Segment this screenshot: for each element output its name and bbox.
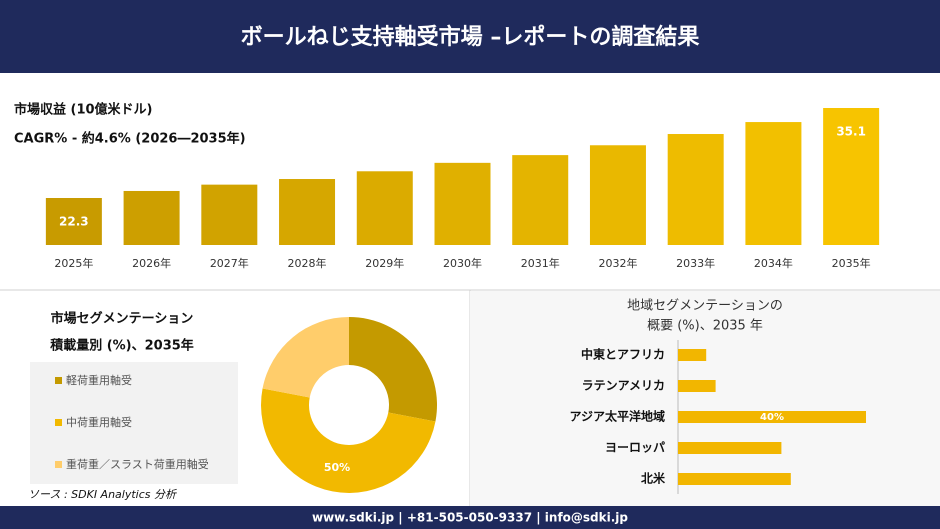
data-label: 40% — [760, 412, 784, 423]
x-tick-label: 2031年 — [521, 256, 560, 270]
chart-title: 概要 (%)、2035 年 — [647, 319, 763, 334]
chart-title: 市場収益 (10億米ドル) — [14, 102, 153, 118]
bar — [678, 380, 716, 392]
bar — [279, 179, 336, 245]
chart-title: 地域セグメンテーションの — [627, 299, 783, 314]
x-tick-label: 2033年 — [676, 256, 715, 270]
bar — [356, 171, 413, 245]
donut-segment — [262, 317, 349, 398]
x-tick-label: 2034年 — [754, 256, 793, 270]
legend-box — [30, 362, 238, 484]
x-tick-label: 2035年 — [832, 256, 871, 270]
bar — [678, 442, 782, 454]
bar — [823, 108, 880, 245]
bar — [123, 190, 180, 245]
y-tick-label: 北米 — [641, 471, 666, 486]
x-tick-label: 2032年 — [598, 256, 637, 270]
header-band — [0, 0, 940, 73]
footer-band — [0, 506, 940, 529]
legend-label: 重荷重／スラスト荷重用軸受 — [66, 457, 209, 471]
chart-title: 積載量別 (%)、2035年 — [49, 338, 194, 354]
bar — [678, 349, 707, 361]
bar — [512, 155, 569, 245]
panel-bg — [470, 291, 940, 506]
bar — [434, 162, 491, 245]
bar — [589, 145, 646, 245]
bar — [667, 134, 724, 245]
x-tick-label: 2028年 — [288, 256, 327, 270]
x-tick-label: 2030年 — [443, 256, 482, 270]
bar — [678, 473, 791, 485]
y-tick-label: ヨーロッパ — [605, 441, 665, 455]
chart-title: 市場セグメンテーション — [51, 311, 194, 327]
legend-label: 中荷重用軸受 — [66, 415, 132, 429]
y-tick-label: ラテンアメリカ — [582, 379, 665, 393]
chart-subtitle: CAGR% - 約4.6% (2026―2035年) — [14, 131, 246, 147]
donut-segment — [349, 317, 437, 422]
x-tick-label: 2029年 — [365, 256, 404, 270]
y-tick-label: アジア太平洋地域 — [569, 409, 665, 424]
data-label: 35.1 — [836, 125, 866, 139]
x-tick-label: 2027年 — [210, 256, 249, 270]
x-tick-label: 2026年 — [132, 256, 171, 270]
x-tick-label: 2025年 — [54, 256, 93, 270]
legend-swatch — [55, 419, 62, 426]
legend-swatch — [55, 461, 62, 468]
data-label: 22.3 — [59, 215, 89, 229]
source-note: ソース : SDKI Analytics 分析 — [28, 488, 178, 501]
data-label: 50% — [324, 461, 350, 474]
page-title: ボールねじ支持軸受市場 –レポートの調査結果 — [241, 24, 700, 50]
bar — [45, 198, 102, 245]
bar — [201, 184, 258, 245]
footer-text: www.sdki.jp | +81-505-050-9337 | info@sd… — [312, 511, 628, 525]
legend-swatch — [55, 377, 62, 384]
y-tick-label: 中東とアフリカ — [581, 347, 665, 362]
bar — [678, 411, 866, 423]
bar — [745, 122, 802, 245]
donut-segment — [261, 388, 436, 493]
legend-label: 軽荷重用軸受 — [66, 373, 132, 387]
